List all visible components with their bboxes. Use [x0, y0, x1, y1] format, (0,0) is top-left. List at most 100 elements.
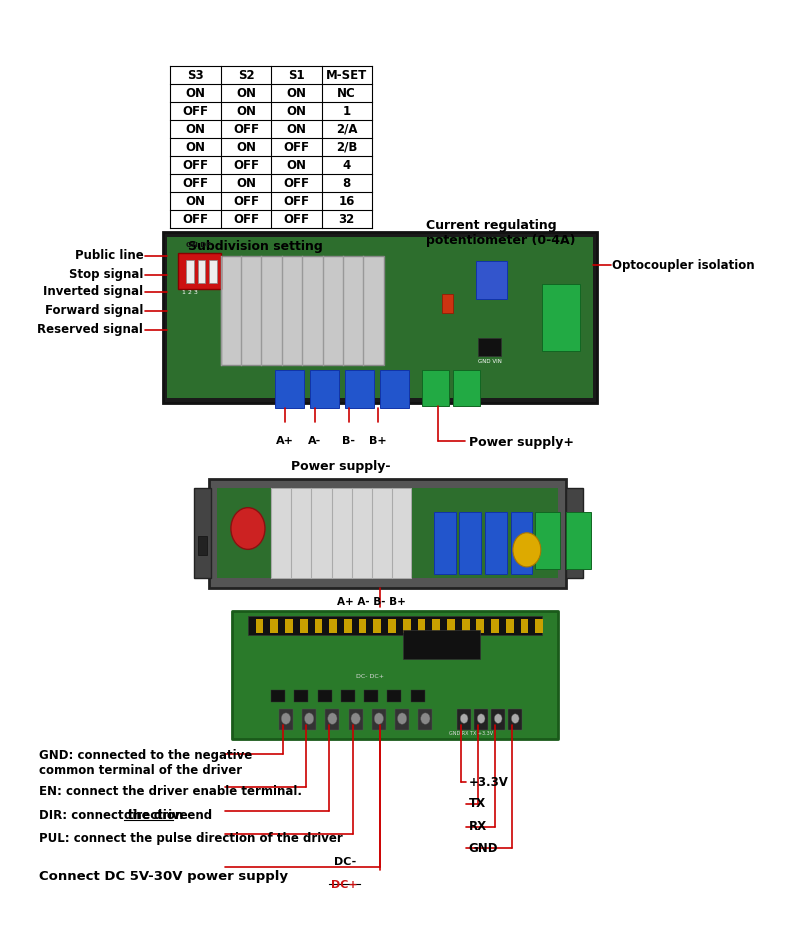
Bar — [417, 619, 425, 633]
Text: Stop signal: Stop signal — [69, 268, 144, 282]
Circle shape — [421, 713, 430, 724]
Text: 1: 1 — [342, 105, 351, 118]
Text: GND VIN: GND VIN — [478, 359, 502, 364]
Bar — [186, 260, 193, 283]
Circle shape — [231, 508, 265, 550]
Bar — [478, 338, 501, 356]
Bar — [485, 512, 507, 574]
Bar — [341, 690, 355, 702]
Text: B+: B+ — [369, 436, 387, 447]
Bar — [285, 619, 293, 633]
Text: S3: S3 — [187, 69, 204, 82]
Bar — [256, 619, 264, 633]
Text: OFF: OFF — [233, 213, 259, 226]
Text: Power supply+: Power supply+ — [469, 436, 574, 449]
Bar — [271, 488, 410, 578]
Text: direction end: direction end — [125, 809, 212, 822]
Text: 1 2 3: 1 2 3 — [182, 290, 198, 295]
Text: ON: ON — [286, 105, 306, 118]
Text: OFF: OFF — [182, 213, 208, 226]
Bar — [373, 619, 381, 633]
Text: ON: ON — [185, 141, 206, 154]
Text: S2: S2 — [237, 69, 254, 82]
Text: M-SET: M-SET — [326, 69, 368, 82]
Text: DIR: connect the drive: DIR: connect the drive — [39, 809, 192, 822]
Bar — [570, 536, 579, 555]
Circle shape — [398, 713, 407, 724]
Bar — [345, 370, 374, 408]
Bar — [492, 709, 505, 730]
Text: ON: ON — [185, 195, 206, 208]
Bar — [197, 260, 205, 283]
Bar — [329, 619, 337, 633]
Text: GND: GND — [469, 842, 498, 855]
Bar — [365, 690, 378, 702]
Text: Subdivision setting: Subdivision setting — [189, 240, 323, 253]
Bar — [536, 619, 543, 633]
Bar — [217, 488, 558, 578]
Bar — [302, 709, 316, 730]
Bar — [410, 690, 424, 702]
Text: A-: A- — [308, 436, 321, 447]
Text: Forward signal: Forward signal — [45, 304, 144, 318]
Bar — [209, 260, 217, 283]
Bar — [508, 709, 522, 730]
Circle shape — [305, 713, 314, 724]
Text: DC+: DC+ — [331, 880, 358, 890]
Text: ON: ON — [286, 87, 306, 100]
Text: OFF: OFF — [283, 213, 309, 226]
Text: 4: 4 — [342, 159, 351, 172]
Bar — [310, 370, 339, 408]
Text: 8: 8 — [342, 177, 351, 190]
Text: ON: ON — [286, 123, 306, 136]
Text: 16: 16 — [338, 195, 355, 208]
Bar — [459, 512, 481, 574]
Text: Reserved signal: Reserved signal — [37, 323, 144, 337]
Text: Optocoupler isolation: Optocoupler isolation — [612, 259, 755, 272]
Circle shape — [281, 713, 290, 724]
Text: Power supply-: Power supply- — [291, 460, 391, 473]
Circle shape — [495, 714, 502, 723]
Text: DC-: DC- — [334, 857, 356, 867]
Circle shape — [513, 533, 540, 567]
Text: PUL: connect the pulse direction of the driver: PUL: connect the pulse direction of the … — [39, 832, 342, 846]
Bar — [193, 488, 211, 578]
Circle shape — [374, 713, 383, 724]
Bar — [197, 536, 207, 555]
Text: OFF: OFF — [182, 105, 208, 118]
Bar — [387, 690, 402, 702]
Text: NC: NC — [338, 87, 356, 100]
Bar — [403, 619, 410, 633]
Bar — [344, 619, 352, 633]
Text: RX: RX — [469, 820, 487, 833]
Bar — [521, 619, 529, 633]
Bar — [271, 690, 285, 702]
Bar — [388, 619, 396, 633]
Text: Public line: Public line — [75, 249, 144, 263]
Text: S1: S1 — [288, 69, 305, 82]
Bar — [163, 232, 596, 403]
Bar — [432, 619, 440, 633]
Bar — [372, 709, 386, 730]
Text: ON: ON — [236, 87, 256, 100]
Text: OFF: OFF — [283, 195, 309, 208]
Text: TX: TX — [469, 797, 486, 811]
Text: 2/B: 2/B — [336, 141, 357, 154]
Bar — [275, 370, 305, 408]
Bar — [300, 619, 308, 633]
Text: ON: ON — [236, 105, 256, 118]
Bar — [566, 512, 591, 569]
Circle shape — [460, 714, 468, 723]
Text: OFF: OFF — [233, 123, 259, 136]
Bar — [271, 619, 279, 633]
Bar — [447, 619, 454, 633]
Text: +3.3V: +3.3V — [469, 775, 509, 789]
Bar — [325, 709, 339, 730]
Bar — [457, 709, 471, 730]
Bar — [418, 709, 432, 730]
Bar — [422, 370, 450, 406]
Text: OFF: OFF — [283, 177, 309, 190]
Circle shape — [477, 714, 485, 723]
Bar — [492, 619, 499, 633]
Text: B-: B- — [342, 436, 355, 447]
